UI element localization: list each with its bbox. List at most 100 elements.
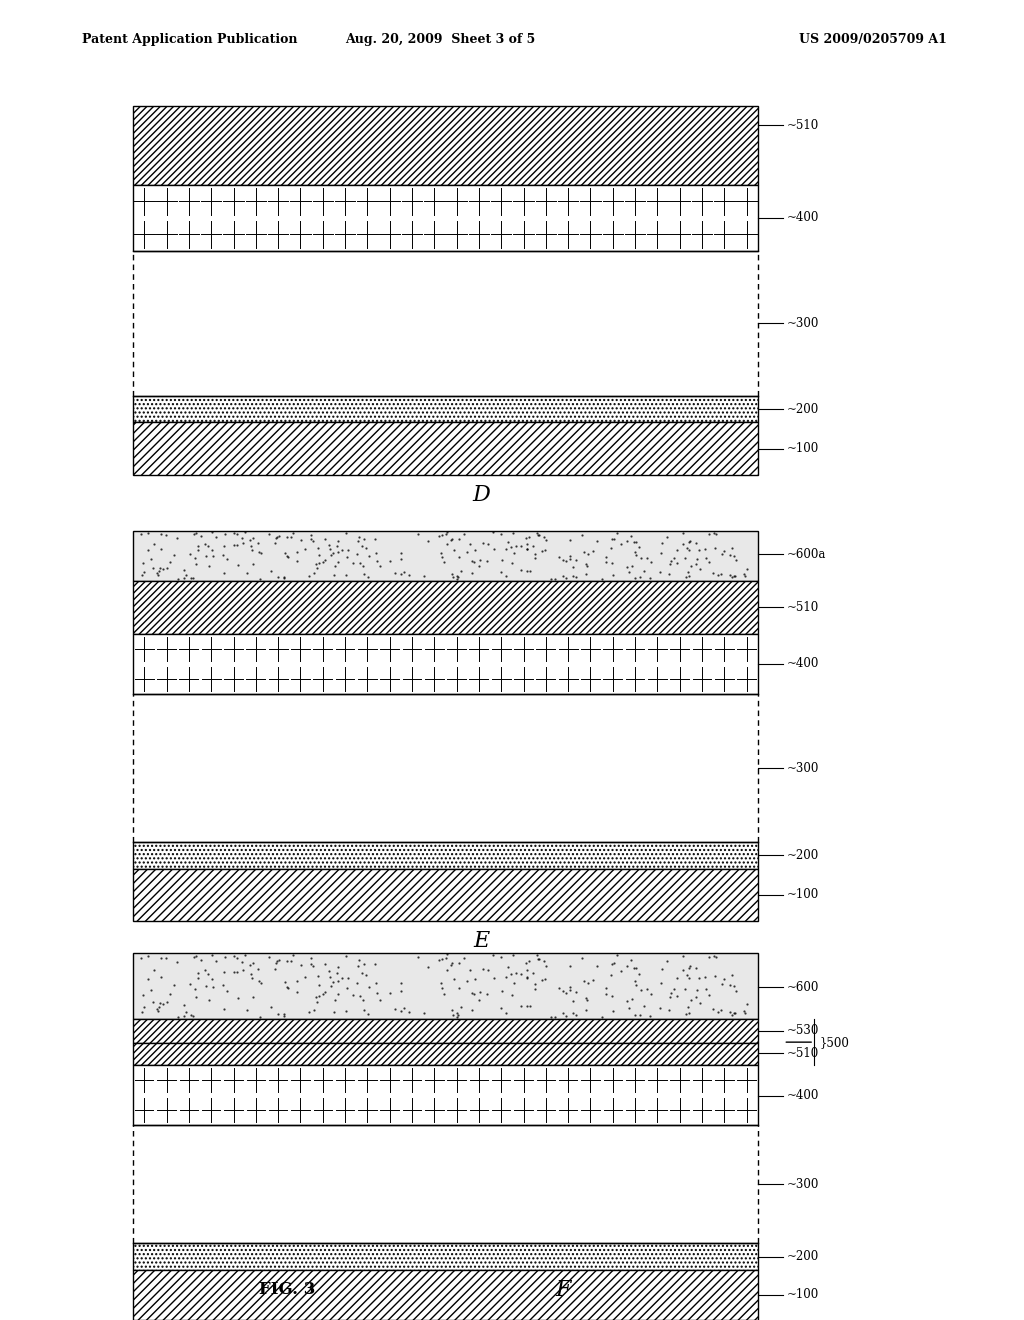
Point [244, 539, 260, 560]
Point [150, 1001, 166, 1022]
Point [350, 956, 367, 977]
Point [386, 562, 402, 583]
Point [275, 1006, 292, 1027]
Point [133, 1001, 150, 1022]
Point [585, 970, 601, 991]
Point [675, 523, 691, 544]
Point [139, 540, 156, 561]
Point [700, 552, 717, 573]
Point [449, 568, 465, 589]
Text: E: E [473, 931, 489, 952]
Point [411, 946, 427, 968]
Point [301, 1002, 317, 1023]
Point [155, 558, 171, 579]
Point [202, 989, 218, 1010]
Point [438, 946, 455, 968]
Point [589, 956, 605, 977]
Point [564, 565, 581, 586]
Point [153, 991, 169, 1012]
Point [184, 1006, 201, 1027]
Point [226, 523, 243, 544]
Point [170, 568, 186, 589]
Point [561, 548, 578, 569]
Point [580, 544, 596, 565]
Point [658, 527, 675, 548]
Point [327, 989, 343, 1010]
Point [444, 528, 461, 549]
Point [579, 989, 595, 1010]
Point [485, 539, 502, 560]
Point [285, 945, 301, 966]
Text: FIG. 3: FIG. 3 [258, 1282, 315, 1298]
Point [200, 536, 216, 557]
Point [317, 981, 334, 1002]
Point [660, 999, 677, 1020]
Point [679, 537, 695, 558]
Point [479, 983, 496, 1005]
Point [153, 966, 169, 987]
Point [251, 541, 267, 562]
Point [369, 550, 385, 572]
Point [451, 977, 467, 998]
Point [219, 549, 236, 570]
Point [543, 569, 559, 590]
Text: ~300: ~300 [786, 1177, 819, 1191]
Point [356, 999, 373, 1020]
Point [338, 978, 354, 999]
Point [334, 968, 350, 989]
Point [216, 535, 232, 556]
Point [479, 550, 496, 572]
Point [433, 524, 450, 545]
Point [442, 954, 459, 975]
Point [382, 550, 398, 572]
Text: ~100: ~100 [786, 442, 818, 455]
Point [204, 968, 220, 989]
Point [136, 997, 153, 1018]
Text: ~200: ~200 [786, 403, 818, 416]
Bar [133, 1270, 758, 1320]
Point [518, 528, 535, 549]
Point [187, 945, 204, 966]
Point [682, 956, 698, 977]
Point [573, 524, 590, 545]
Point [698, 548, 715, 569]
Point [326, 1002, 342, 1023]
Point [675, 960, 691, 981]
Point [471, 556, 487, 577]
Point [305, 531, 322, 552]
Point [641, 1006, 657, 1027]
Point [284, 950, 300, 972]
Point [443, 564, 460, 585]
Point [666, 548, 682, 569]
Point [217, 523, 233, 544]
Point [434, 546, 451, 568]
Point [708, 524, 724, 545]
Point [677, 978, 693, 999]
Point [722, 974, 738, 995]
Point [555, 549, 571, 570]
Point [626, 957, 642, 978]
Point [726, 545, 742, 566]
Point [308, 554, 325, 576]
Point [308, 987, 325, 1008]
Point [609, 521, 626, 543]
Point [181, 544, 198, 565]
Point [609, 945, 626, 966]
Point [311, 544, 328, 565]
Point [493, 998, 509, 1019]
Bar [133, 1019, 758, 1043]
Point [356, 954, 373, 975]
Point [204, 944, 220, 965]
Point [632, 566, 648, 587]
Point [464, 550, 480, 572]
Point [302, 528, 318, 549]
Point [522, 995, 539, 1016]
Point [604, 1001, 621, 1022]
Point [153, 557, 169, 578]
Bar [133, 1043, 758, 1065]
Point [519, 539, 536, 560]
Point [153, 524, 169, 545]
Point [639, 978, 655, 999]
Text: ~300: ~300 [786, 317, 819, 330]
Text: ~300: ~300 [786, 762, 819, 775]
